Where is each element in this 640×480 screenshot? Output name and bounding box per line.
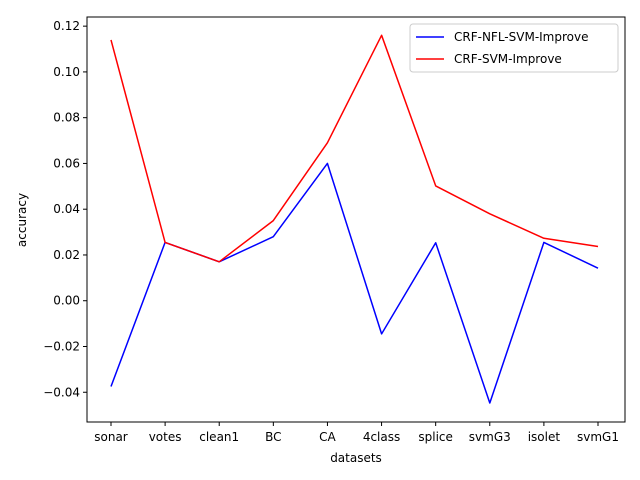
y-tick-label: 0.02 (53, 248, 80, 262)
legend: CRF-NFL-SVM-Improve CRF-SVM-Improve (409, 23, 619, 73)
y-axis-title: accuracy (15, 193, 29, 247)
legend-label-2: CRF-SVM-Improve (454, 52, 562, 66)
x-tick-label: BC (265, 430, 281, 444)
series-line-2 (110, 34, 599, 263)
y-tick-label: −0.04 (43, 385, 80, 399)
plot-frame (86, 16, 626, 423)
series-layer (110, 34, 599, 404)
y-tick-label: 0.04 (53, 202, 80, 216)
x-tick-label: CA (319, 430, 336, 444)
x-tick-label: svmG1 (577, 430, 619, 444)
y-axis: −0.04 −0.02 0.00 0.02 0.04 0.06 0.08 0.10 0.12 (43, 19, 87, 399)
x-tick-label: sonar (94, 430, 128, 444)
y-tick-label: −0.02 (43, 339, 80, 353)
x-tick-label: splice (418, 430, 453, 444)
legend-box (409, 23, 619, 73)
x-tick-label: clean1 (199, 430, 239, 444)
y-tick-label: 0.10 (53, 65, 80, 79)
y-tick-label: 0.00 (53, 294, 80, 308)
x-axis-title: datasets (330, 451, 382, 465)
x-axis: sonar votes clean1 BC CA 4class splice svmG3 iso… (94, 422, 619, 444)
legend-label-1: CRF-NFL-SVM-Improve (454, 30, 588, 44)
y-tick-label: 0.08 (53, 111, 80, 125)
x-tick-label: 4class (363, 430, 400, 444)
x-tick-label: isolet (528, 430, 561, 444)
y-tick-label: 0.12 (53, 19, 80, 33)
x-tick-label: svmG3 (469, 430, 511, 444)
x-tick-label: votes (149, 430, 182, 444)
y-tick-label: 0.06 (53, 156, 80, 170)
